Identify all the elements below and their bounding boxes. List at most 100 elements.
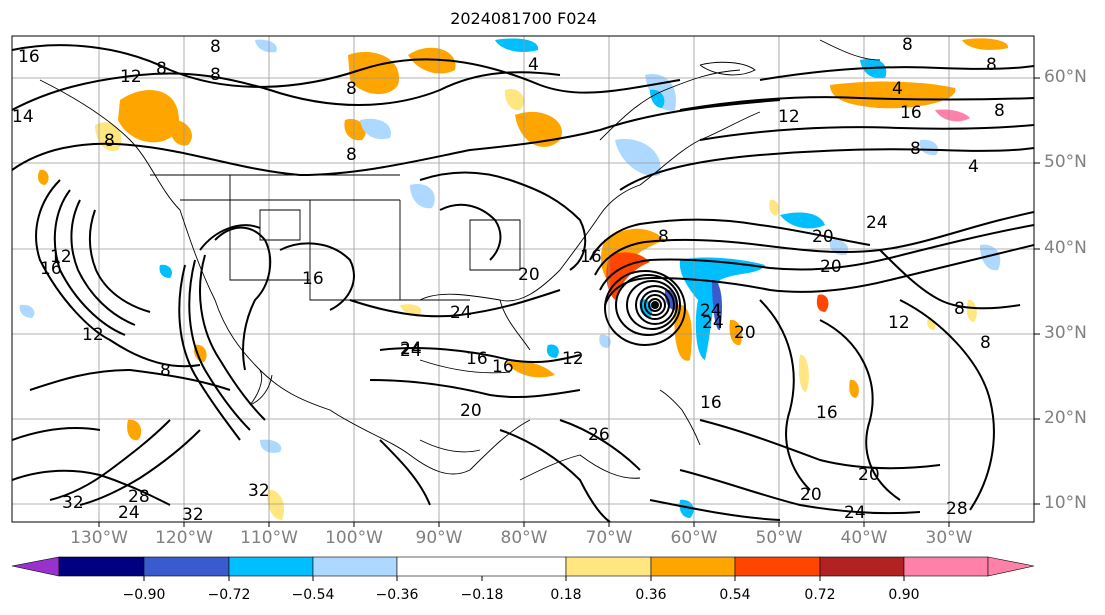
contour-label: 8 xyxy=(986,55,997,75)
colorbar-tick-label: −0.36 xyxy=(375,587,419,603)
colorbar-segment xyxy=(903,556,989,577)
negative-shading xyxy=(19,304,35,318)
positive-shading xyxy=(816,294,829,312)
colorbar-tick-label: 0.72 xyxy=(804,587,836,603)
lat-label: 40°N xyxy=(1044,238,1087,258)
contour-label: 16 xyxy=(466,349,488,369)
contour-label: 8 xyxy=(156,59,167,79)
lon-label: 30°W xyxy=(925,528,973,548)
colorbar-ticks xyxy=(143,576,905,581)
contour-label: 24 xyxy=(844,503,866,523)
lon-label: 120°W xyxy=(155,528,213,548)
positive-shading xyxy=(504,89,525,111)
colorbar-segment xyxy=(312,556,398,577)
contour-label: 32 xyxy=(248,481,270,501)
contour-label: 4 xyxy=(892,79,903,99)
positive-shading xyxy=(674,304,692,361)
contour-label: 16 xyxy=(580,247,602,267)
negative-shading xyxy=(159,264,172,278)
positive-shading xyxy=(830,81,956,109)
positive-shading xyxy=(505,360,555,378)
contour-label: 12 xyxy=(50,247,72,267)
contour-label: 14 xyxy=(12,107,34,127)
lon-label: 100°W xyxy=(325,528,383,548)
contour-label: 8 xyxy=(346,79,357,99)
contour-label: 8 xyxy=(346,145,357,165)
colorbar-segment xyxy=(11,556,60,577)
contour-label: 12 xyxy=(562,349,584,369)
contour-label: 16 xyxy=(900,103,922,123)
lon-label: 50°W xyxy=(755,528,803,548)
contour-label: 20 xyxy=(820,257,842,277)
lon-label: 130°W xyxy=(70,528,128,548)
positive-shading xyxy=(729,319,742,346)
positive-shading xyxy=(849,379,859,398)
contour-label: 24 xyxy=(866,213,888,233)
contour-label: 16 xyxy=(18,47,40,67)
contour-label: 28 xyxy=(946,499,968,519)
axis-ticks xyxy=(98,77,1040,527)
colorbar-segment xyxy=(228,556,314,577)
contour-label: 8 xyxy=(210,65,221,85)
contour-labels: 16 12 8 8 8 8 8 8 4 8 8 4 16 12 8 8 4 14… xyxy=(12,36,1005,525)
lat-label: 10°N xyxy=(1044,493,1087,513)
positive-shading xyxy=(267,489,285,520)
positive-shading xyxy=(798,354,809,392)
contour-label: 16 xyxy=(492,357,514,377)
contour-label: 16 xyxy=(700,393,722,413)
lon-label: 110°W xyxy=(240,528,298,548)
lon-label: 80°W xyxy=(500,528,548,548)
positive-shading xyxy=(769,199,779,216)
lat-label: 50°N xyxy=(1044,152,1087,172)
negative-shading xyxy=(980,244,1001,271)
lon-label: 70°W xyxy=(585,528,633,548)
height-contours xyxy=(12,44,1034,522)
negative-shading xyxy=(712,279,723,331)
colorbar-segment xyxy=(143,556,230,577)
positive-shading xyxy=(127,419,142,441)
contour-label: 28 xyxy=(128,487,150,507)
contour-label: 26 xyxy=(588,425,610,445)
positive-shading xyxy=(37,169,49,185)
colorbar-segment xyxy=(396,556,567,577)
contour-label: 32 xyxy=(182,505,204,525)
contour-label: 24 xyxy=(700,301,722,321)
lon-label: 40°W xyxy=(840,528,888,548)
negative-shading xyxy=(780,212,825,229)
positive-shading xyxy=(408,47,456,74)
contour-label: 8 xyxy=(160,361,171,381)
colorbar-tick-label: 0.18 xyxy=(550,587,582,603)
contour-label: 20 xyxy=(734,323,756,343)
contour-label: 24 xyxy=(118,503,140,523)
colorbar-tick-label: −0.72 xyxy=(207,587,251,603)
negative-shading xyxy=(919,139,939,156)
negative-shading xyxy=(260,439,282,453)
hurricane-contours xyxy=(604,270,686,346)
positive-shading xyxy=(118,90,179,143)
contour-label: 8 xyxy=(980,333,991,353)
positive-shading xyxy=(400,304,422,315)
contour-label: 12 xyxy=(778,107,800,127)
colorbar-segment xyxy=(58,556,145,577)
negative-shading xyxy=(495,38,539,52)
positive-shading xyxy=(344,119,366,141)
positive-shading xyxy=(515,111,562,147)
contour-label: 8 xyxy=(910,139,921,159)
contour-label: 8 xyxy=(658,227,669,247)
contour-label: 16 xyxy=(40,259,62,279)
colorbar-segment xyxy=(819,556,905,577)
contour-label: 16 xyxy=(302,269,324,289)
contour-label: 20 xyxy=(800,485,822,505)
contour-label: 20 xyxy=(812,227,834,247)
contour-label: 8 xyxy=(210,37,221,57)
lon-label: 90°W xyxy=(415,528,463,548)
colorbar-tick-label: −0.54 xyxy=(291,587,335,603)
contour-label: 24 xyxy=(400,339,422,359)
contour-label: 20 xyxy=(518,265,540,285)
colorbar-tick-label: 0.54 xyxy=(719,587,751,603)
lat-label: 30°N xyxy=(1044,323,1087,343)
contour-label: 8 xyxy=(104,131,115,151)
map-frame xyxy=(11,35,1035,523)
colorbar-segment xyxy=(565,556,652,577)
colorbar-tick-label: 0.90 xyxy=(888,587,920,603)
